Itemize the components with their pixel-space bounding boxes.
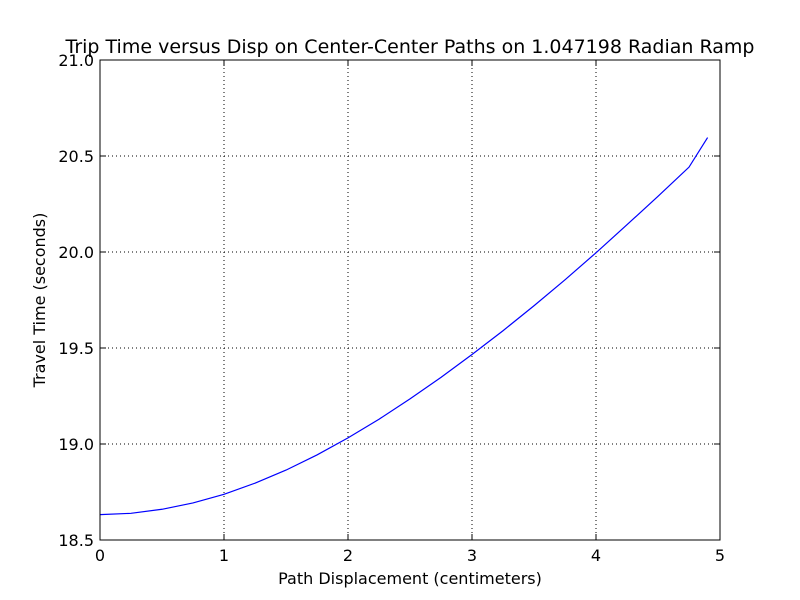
x-tick-label: 3	[467, 546, 477, 565]
plot-frame	[99, 59, 721, 541]
y-tick-label: 19.0	[58, 435, 94, 454]
x-axis-label: Path Displacement (centimeters)	[278, 569, 542, 588]
plot-area	[100, 60, 720, 540]
y-axis-label: Travel Time (seconds)	[30, 213, 49, 389]
series-layer	[99, 137, 709, 516]
series-line	[99, 137, 709, 516]
y-tick-label: 18.5	[58, 531, 94, 550]
y-tick-label: 20.5	[58, 147, 94, 166]
y-tick-label: 19.5	[58, 339, 94, 358]
tick-marks	[99, 59, 721, 541]
x-tick-label: 2	[343, 546, 353, 565]
chart-title: Trip Time versus Disp on Center-Center P…	[65, 36, 755, 58]
x-tick-labels: 0 1 2 3 4 5	[95, 546, 725, 565]
x-tick-label: 1	[219, 546, 229, 565]
x-tick-label: 4	[591, 546, 601, 565]
y-tick-labels: 18.5 19.0 19.5 20.0 20.5 21.0	[58, 51, 94, 550]
x-tick-label: 5	[715, 546, 725, 565]
y-tick-label: 21.0	[58, 51, 94, 70]
y-tick-label: 20.0	[58, 243, 94, 262]
x-tick-label: 0	[95, 546, 105, 565]
